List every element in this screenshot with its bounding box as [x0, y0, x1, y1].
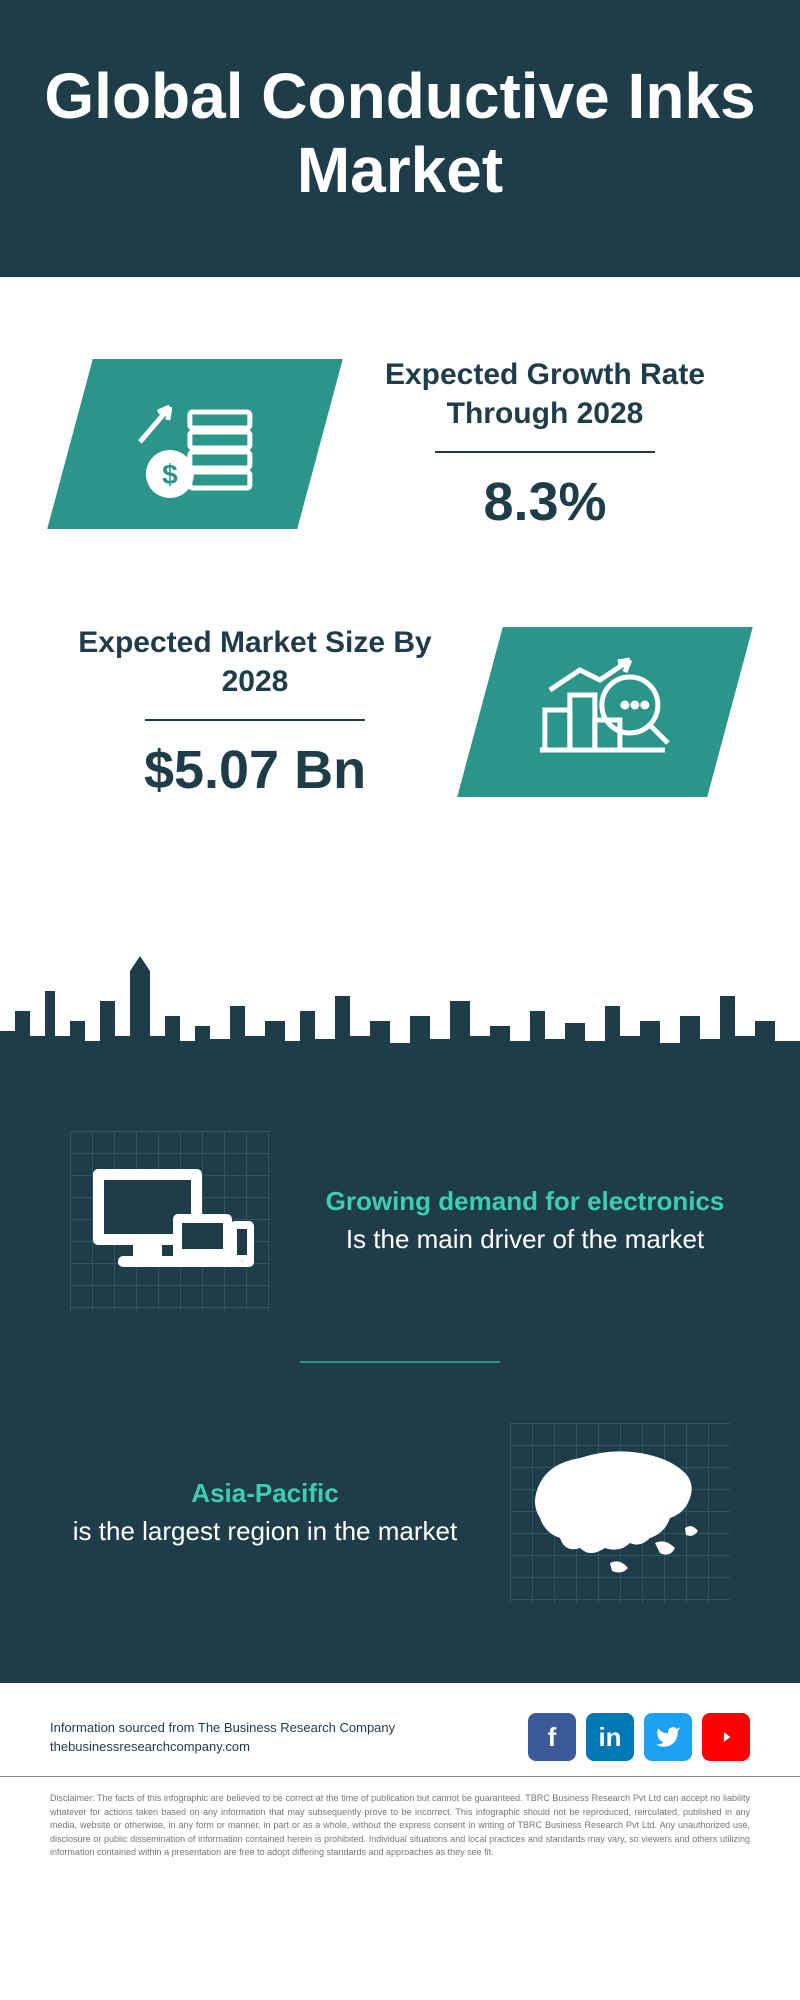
- size-value: $5.07 Bn: [70, 739, 440, 801]
- growth-stat-text: Expected Growth Rate Through 2028 8.3%: [360, 355, 730, 533]
- driver-highlight: Growing demand for electronics: [320, 1185, 730, 1219]
- region-text: Asia-Pacific is the largest region in th…: [70, 1477, 460, 1549]
- size-stat-row: Expected Market Size By 2028 $5.07 Bn: [70, 623, 730, 801]
- youtube-icon[interactable]: [702, 1713, 750, 1761]
- growth-divider: [435, 451, 655, 453]
- footer-source: Information sourced from The Business Re…: [50, 1718, 395, 1738]
- skyline-graphic: [0, 951, 800, 1091]
- footer-url: thebusinessresearchcompany.com: [50, 1737, 395, 1757]
- region-subtext: is the largest region in the market: [70, 1515, 460, 1549]
- size-divider: [145, 719, 365, 721]
- map-icon-box: [510, 1423, 730, 1603]
- linkedin-icon[interactable]: in: [586, 1713, 634, 1761]
- size-stat-text: Expected Market Size By 2028 $5.07 Bn: [70, 623, 440, 801]
- header-gap: [0, 277, 800, 295]
- devices-icon: [80, 1161, 260, 1291]
- driver-text: Growing demand for electronics Is the ma…: [320, 1185, 730, 1257]
- chart-analysis-icon: [530, 650, 680, 770]
- driver-subtext: Is the main driver of the market: [320, 1223, 730, 1257]
- size-label: Expected Market Size By 2028: [70, 623, 440, 701]
- teal-divider: [300, 1361, 500, 1363]
- disclaimer: Disclaimer: The facts of this infographi…: [0, 1777, 800, 1890]
- footer: Information sourced from The Business Re…: [0, 1683, 800, 1777]
- region-highlight: Asia-Pacific: [70, 1477, 460, 1511]
- social-icons: f in: [528, 1713, 750, 1761]
- dark-section: Growing demand for electronics Is the ma…: [0, 1091, 800, 1683]
- twitter-icon[interactable]: [644, 1713, 692, 1761]
- svg-text:$: $: [162, 459, 178, 490]
- growth-icon-box: $: [47, 359, 343, 529]
- header-banner: Global Conductive Inks Market: [0, 0, 800, 277]
- page-title: Global Conductive Inks Market: [40, 60, 760, 207]
- asia-map-icon: [510, 1423, 730, 1603]
- stats-section: $ Expected Growth Rate Through 2028 8.3%: [0, 295, 800, 951]
- growth-stat-row: $ Expected Growth Rate Through 2028 8.3%: [70, 355, 730, 533]
- money-growth-icon: $: [120, 382, 270, 502]
- footer-text: Information sourced from The Business Re…: [50, 1718, 395, 1757]
- driver-icon-box: [70, 1131, 270, 1311]
- facebook-icon[interactable]: f: [528, 1713, 576, 1761]
- growth-value: 8.3%: [360, 471, 730, 533]
- driver-row: Growing demand for electronics Is the ma…: [70, 1131, 730, 1311]
- growth-label: Expected Growth Rate Through 2028: [360, 355, 730, 433]
- region-row: Asia-Pacific is the largest region in th…: [70, 1423, 730, 1603]
- size-icon-box: [457, 627, 753, 797]
